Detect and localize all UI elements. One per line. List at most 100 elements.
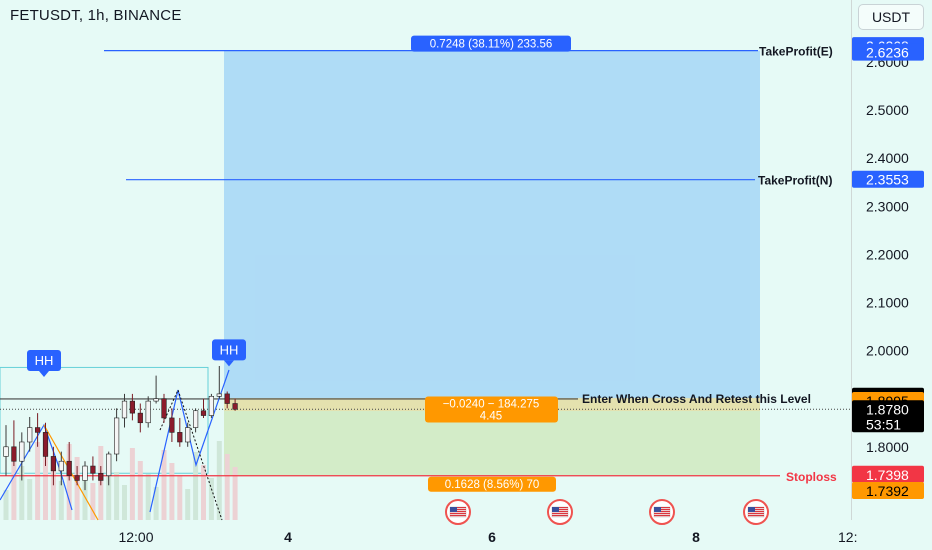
candle-body bbox=[34, 427, 41, 433]
us-flag-stripe bbox=[654, 515, 670, 517]
price-tag-take-profit-n: 2.3553 bbox=[852, 170, 924, 188]
candle-body bbox=[216, 393, 222, 397]
volume-bar bbox=[193, 452, 199, 520]
us-flag-icon[interactable] bbox=[547, 499, 573, 525]
candle-body bbox=[50, 456, 56, 472]
candle-body bbox=[161, 398, 167, 419]
us-flag-canton bbox=[654, 507, 661, 512]
candle-body bbox=[185, 427, 191, 443]
target-stats-label: 0.7248 (38.11%) 233.56 bbox=[411, 35, 571, 52]
price-tag-stoploss-text: 1.7398 bbox=[866, 467, 909, 483]
range-box bbox=[0, 366, 209, 474]
volume-bar bbox=[35, 442, 41, 520]
us-flag-stripe bbox=[450, 513, 466, 515]
us-flag-canton bbox=[552, 507, 559, 512]
candle-body bbox=[42, 432, 49, 457]
us-flag-stripe bbox=[748, 509, 764, 511]
candle-body bbox=[224, 393, 230, 404]
volume-bar bbox=[11, 453, 17, 520]
hh-marker-label: HH bbox=[220, 342, 239, 357]
hh-marker-box bbox=[212, 339, 246, 361]
target-stats-bg bbox=[411, 35, 571, 52]
us-flag-stripe bbox=[748, 507, 764, 509]
y-axis-tick-label: 1.8000 bbox=[866, 439, 909, 455]
us-flag-stripe bbox=[654, 511, 670, 513]
stoploss-label: Stoploss bbox=[786, 470, 837, 484]
volume-bar bbox=[58, 481, 64, 520]
volume-bar bbox=[50, 468, 56, 520]
take-profit-e-label: TakeProfit(E) bbox=[759, 45, 833, 59]
us-flag-stripe bbox=[748, 513, 764, 515]
us-flag-stripe bbox=[552, 509, 568, 511]
price-tag-current-text: 1.8780 bbox=[866, 401, 909, 417]
volume-bar bbox=[153, 487, 159, 520]
candle-body bbox=[19, 441, 25, 462]
candle-body bbox=[121, 400, 128, 419]
candle-body bbox=[137, 412, 143, 424]
us-flag-stripe bbox=[450, 515, 466, 517]
hh-marker-pointer bbox=[224, 360, 234, 367]
candle-body bbox=[11, 446, 17, 462]
y-axis-tick-label: 2.4000 bbox=[866, 150, 909, 166]
hh-marker[interactable]: HH bbox=[27, 350, 61, 378]
volume-bar bbox=[216, 441, 222, 520]
us-flag-icon[interactable] bbox=[445, 499, 471, 525]
volume-bar bbox=[66, 444, 72, 520]
us-flag-canton bbox=[450, 507, 457, 512]
candle-body bbox=[129, 400, 136, 414]
volume-bar bbox=[74, 457, 80, 520]
stop-stats-label: 0.1628 (8.56%) 70 bbox=[428, 476, 556, 492]
currency-button[interactable]: USDT bbox=[858, 4, 924, 30]
us-flag-canton bbox=[748, 507, 755, 512]
take-profit-n-label: TakeProfit(N) bbox=[758, 174, 832, 188]
us-flag-icon[interactable] bbox=[743, 499, 769, 525]
target-stats-text: 0.7248 (38.11%) 233.56 bbox=[430, 39, 553, 51]
candle-body bbox=[58, 460, 64, 472]
volume-bar bbox=[3, 490, 9, 520]
hh-marker-label: HH bbox=[35, 353, 54, 368]
us-flag-icon[interactable] bbox=[649, 499, 675, 525]
price-tag-stoploss-bg bbox=[852, 465, 924, 483]
candle-body bbox=[232, 403, 238, 410]
volume-bar bbox=[224, 454, 230, 520]
volume-bar bbox=[82, 470, 88, 520]
hh-marker-box bbox=[27, 350, 61, 372]
candle-body bbox=[66, 460, 72, 476]
candle-body bbox=[74, 475, 80, 481]
volume-bar bbox=[185, 489, 191, 520]
us-flag-stripe bbox=[748, 515, 764, 517]
us-flag-stripe bbox=[552, 513, 568, 515]
volume-bar bbox=[201, 465, 206, 520]
candle-body bbox=[114, 417, 120, 455]
candle-body bbox=[200, 410, 207, 416]
price-tag-countdown-text: 53:51 bbox=[866, 416, 901, 432]
candle-body bbox=[82, 465, 88, 481]
stop-stats-text: 0.1628 (8.56%) 70 bbox=[445, 479, 540, 491]
x-axis-tick-label: 12: bbox=[838, 529, 857, 545]
take-profit-zone bbox=[224, 50, 760, 399]
candle-body bbox=[193, 410, 199, 428]
us-flag-stripe bbox=[654, 513, 670, 515]
volume-bar bbox=[43, 455, 48, 520]
y-axis-tick-label: 2.3000 bbox=[866, 198, 909, 214]
stop-stats-bg bbox=[428, 476, 556, 492]
us-flag-stripe bbox=[450, 507, 466, 509]
volume-bar bbox=[122, 485, 127, 520]
us-flag-stripe bbox=[552, 511, 568, 513]
us-flag-stripe bbox=[552, 515, 568, 517]
volume-bar bbox=[145, 474, 151, 520]
hh-marker[interactable]: HH bbox=[212, 339, 246, 367]
candle-body bbox=[169, 417, 175, 433]
us-flag-stripe bbox=[552, 507, 568, 509]
candle-body bbox=[27, 427, 33, 443]
x-axis-tick-label: 8 bbox=[692, 529, 700, 545]
price-tag-1-7392: 1.7392 bbox=[852, 482, 924, 500]
position-center-bg bbox=[425, 396, 558, 423]
price-tag-take-profit-e-bg bbox=[852, 43, 924, 61]
volume-bar bbox=[19, 466, 25, 520]
price-tag-take-profit-n-text: 2.3553 bbox=[866, 172, 909, 188]
